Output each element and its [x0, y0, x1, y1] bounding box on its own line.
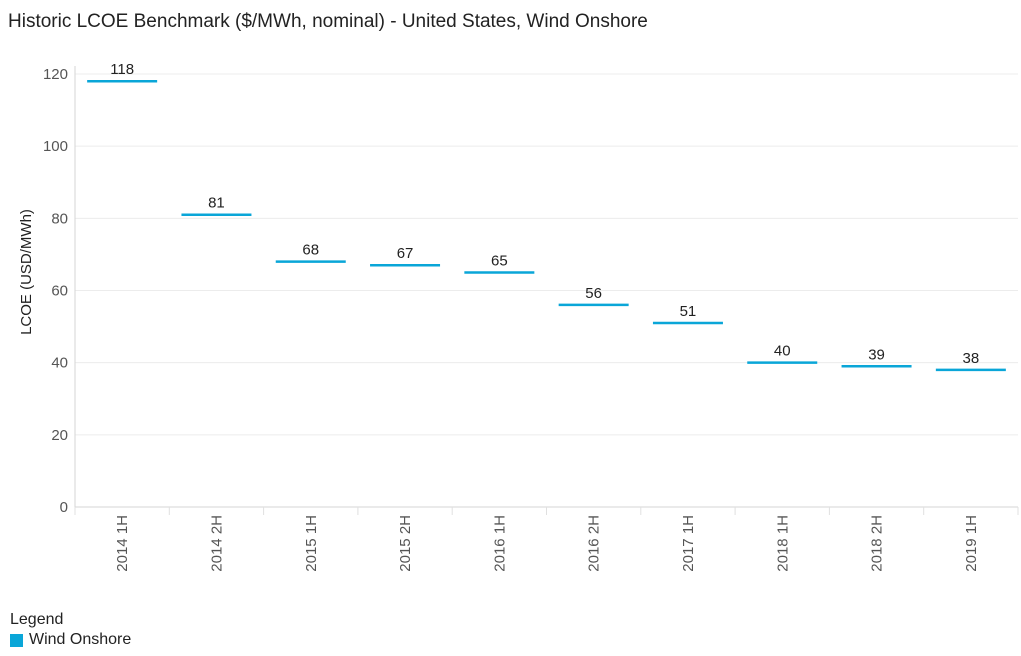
y-tick-label-0: 0 [60, 499, 68, 516]
data-label-1: 81 [208, 195, 225, 212]
data-label-8: 39 [868, 346, 885, 363]
legend: Legend Wind Onshore [10, 611, 131, 649]
data-label-9: 38 [963, 350, 980, 367]
x-tick-label-2: 2015 1H [303, 515, 320, 572]
x-tick-label-1: 2014 2H [208, 515, 225, 572]
chart-title: Historic LCOE Benchmark ($/MWh, nominal)… [8, 11, 648, 32]
legend-item-wind-onshore[interactable]: Wind Onshore [10, 631, 131, 649]
y-tick-label-100: 100 [43, 138, 68, 155]
axes: 0 20 40 60 80 100 120 2014 1H 2014 2H 2015 1H 2015… [43, 66, 1019, 572]
legend-swatch [10, 633, 23, 647]
legend-title: Legend [10, 611, 64, 628]
x-tick-label-6: 2017 1H [680, 515, 697, 572]
y-tick-label-60: 60 [51, 283, 68, 300]
gridlines [75, 73, 1018, 436]
data-label-2: 68 [302, 242, 319, 259]
data-marks: 118 81 68 67 65 56 51 40 39 38 [87, 61, 1006, 372]
data-label-4: 65 [491, 252, 508, 269]
y-axis-label: LCOE (USD/MWh) [18, 209, 35, 335]
x-tick-label-0: 2014 1H [114, 515, 131, 572]
legend-label: Wind Onshore [29, 631, 132, 648]
data-label-6: 51 [680, 303, 697, 320]
x-tick-label-5: 2016 2H [586, 515, 603, 572]
data-label-3: 67 [397, 245, 414, 262]
x-tick-label-8: 2018 2H [869, 515, 886, 572]
y-tick-label-120: 120 [43, 66, 68, 83]
data-label-7: 40 [774, 343, 791, 360]
y-tick-label-40: 40 [51, 355, 68, 372]
y-tick-label-80: 80 [51, 210, 68, 227]
data-label-5: 56 [585, 285, 602, 302]
x-tick-label-3: 2015 2H [397, 515, 414, 572]
x-tick-label-4: 2016 1H [491, 515, 508, 572]
data-label-0: 118 [110, 61, 134, 78]
x-tick-label-9: 2019 1H [963, 515, 980, 572]
y-tick-label-20: 20 [51, 427, 68, 444]
x-tick-label-7: 2018 1H [774, 515, 791, 572]
